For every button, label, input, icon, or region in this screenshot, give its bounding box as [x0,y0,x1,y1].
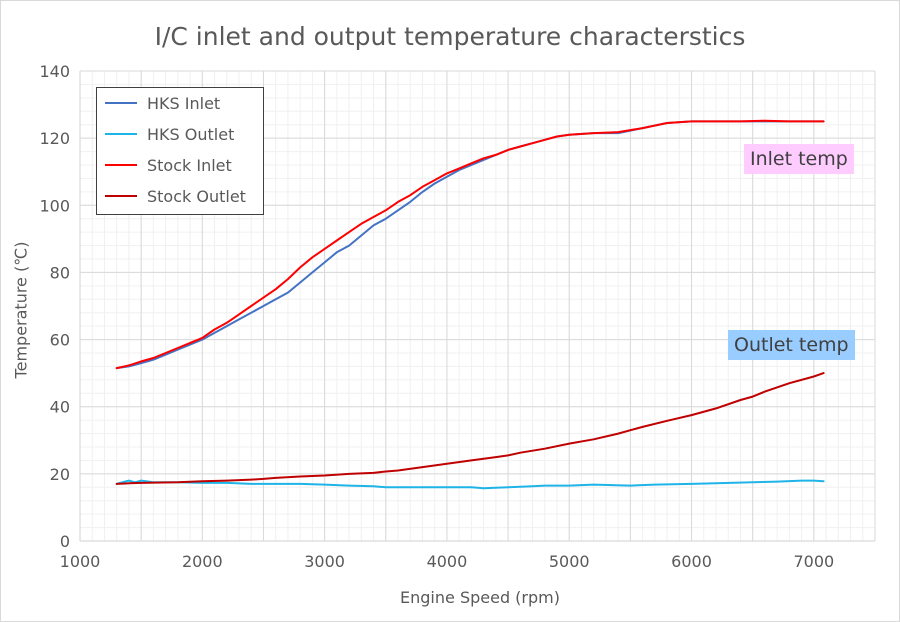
legend-item-stock-outlet: Stock Outlet [97,185,246,207]
annotation-inlet-temp: Inlet temp [744,144,854,174]
x-tick-label: 4000 [427,552,468,571]
legend-label: Stock Inlet [147,155,232,175]
legend-swatch-hks-inlet [105,102,137,104]
y-tick-label: 80 [50,263,70,282]
series-line-stock-outlet [115,372,825,485]
y-tick-label: 140 [39,62,70,81]
x-tick-label: 6000 [671,552,712,571]
legend-swatch-stock-inlet [105,164,137,166]
series-lines [115,119,825,490]
y-tick-label: 120 [39,129,70,148]
legend: HKS Inlet HKS Outlet Stock Inlet Stock O… [96,87,264,215]
x-axis-title: Engine Speed (rpm) [400,588,560,607]
legend-label: HKS Outlet [147,124,235,144]
legend-swatch-hks-outlet [105,133,137,135]
chart-title: I/C inlet and output temperature charact… [154,22,746,51]
legend-item-hks-inlet: HKS Inlet [97,92,220,114]
series-line-stock-inlet [115,119,825,370]
legend-item-stock-inlet: Stock Inlet [97,154,232,176]
x-tick-label: 1000 [60,552,101,571]
y-tick-label: 0 [60,532,70,551]
legend-item-hks-outlet: HKS Outlet [97,123,234,145]
legend-label: Stock Outlet [147,186,246,206]
tick-labels: 1000 2000 3000 4000 5000 6000 7000 0 20 40 60 80 100… [39,62,834,571]
x-tick-label: 7000 [793,552,834,571]
x-tick-label: 2000 [182,552,223,571]
y-tick-label: 20 [50,465,70,484]
y-tick-label: 60 [50,331,70,350]
y-tick-label: 40 [50,398,70,417]
axes [79,71,875,542]
x-tick-label: 3000 [304,552,345,571]
annotation-outlet-temp: Outlet temp [728,330,855,360]
legend-swatch-stock-outlet [105,195,137,197]
y-tick-label: 100 [39,196,70,215]
x-tick-label: 5000 [549,552,590,571]
legend-label: HKS Inlet [147,93,221,113]
